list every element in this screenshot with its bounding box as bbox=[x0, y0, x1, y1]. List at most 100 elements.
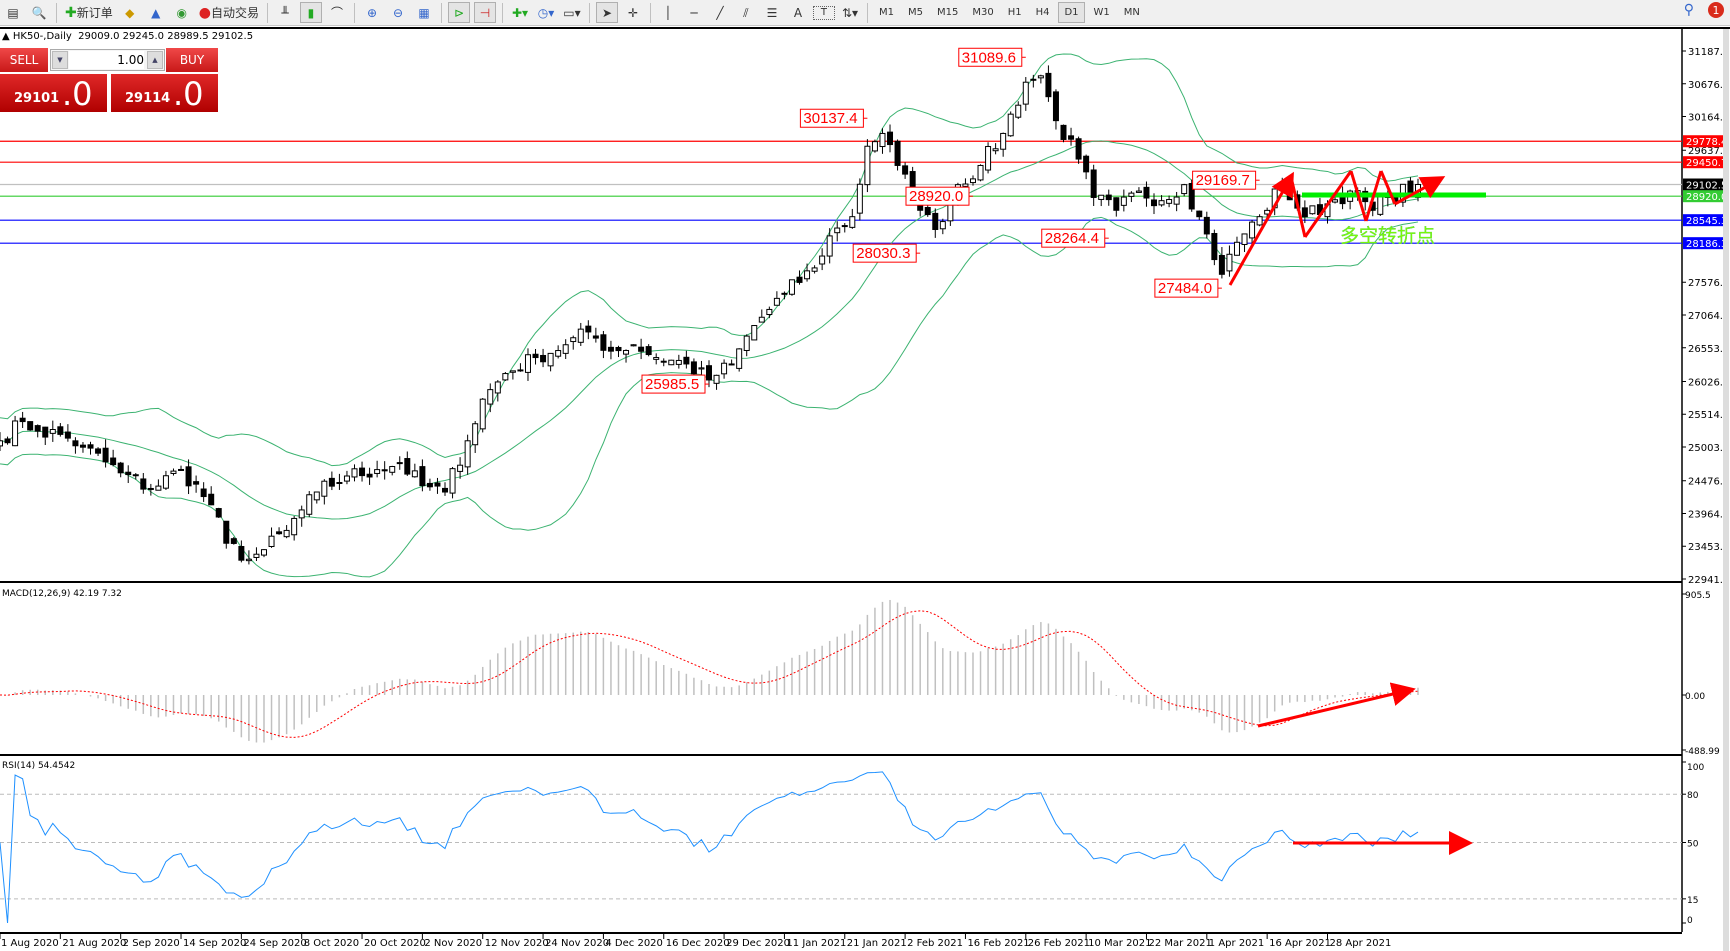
candle-body bbox=[1135, 190, 1142, 193]
cursor-icon[interactable]: ➤ bbox=[595, 2, 618, 23]
search-icon[interactable]: ⚲ bbox=[1683, 2, 1694, 18]
candle bbox=[42, 426, 49, 445]
candle bbox=[992, 143, 999, 155]
level-label-29102.5: 29102.5 bbox=[1686, 181, 1727, 192]
date-tick-label: 2 Nov 2020 bbox=[424, 938, 482, 949]
candle-body bbox=[1233, 241, 1240, 256]
text-tool-button[interactable]: A bbox=[793, 5, 803, 20]
timeframe-h1[interactable]: H1 bbox=[1007, 7, 1022, 18]
bid-price[interactable]: 29101 .0 bbox=[0, 74, 107, 112]
candle bbox=[291, 515, 298, 541]
equidistant-channel-icon[interactable]: ⫽ bbox=[743, 5, 749, 20]
indicators-icon[interactable]: ✚▾ bbox=[511, 5, 529, 20]
candle-body bbox=[479, 398, 486, 430]
candle bbox=[826, 228, 833, 264]
candle bbox=[404, 451, 411, 476]
candle-body bbox=[540, 354, 547, 363]
timeframe-m15[interactable]: M15 bbox=[936, 7, 959, 18]
candle bbox=[306, 491, 313, 518]
timeframe-w1[interactable]: W1 bbox=[1093, 7, 1110, 18]
candle bbox=[1256, 214, 1263, 227]
buy-button[interactable]: BUY bbox=[166, 48, 218, 72]
candle bbox=[1120, 189, 1127, 212]
lot-size-stepper[interactable]: ▼ ▲ bbox=[50, 49, 165, 71]
lot-increase-icon[interactable]: ▲ bbox=[147, 51, 163, 69]
tile-windows-icon[interactable]: ▦ bbox=[418, 5, 430, 20]
vertical-line-icon[interactable]: │ bbox=[664, 5, 672, 20]
arrows-icon[interactable]: ⇅▾ bbox=[841, 5, 859, 20]
candle bbox=[245, 550, 252, 565]
lot-decrease-icon[interactable]: ▼ bbox=[52, 51, 68, 69]
candle-body bbox=[343, 475, 350, 482]
sell-button[interactable]: SELL bbox=[0, 48, 48, 72]
trendline-icon[interactable]: ╱ bbox=[716, 5, 724, 20]
candle-body bbox=[321, 480, 328, 497]
ask-price[interactable]: 29114 .0 bbox=[111, 74, 218, 112]
candle bbox=[411, 463, 418, 478]
chart-shift-icon[interactable]: ⊣ bbox=[473, 2, 496, 23]
horizontal-line-icon[interactable]: ─ bbox=[690, 5, 698, 20]
candle-body bbox=[653, 357, 660, 360]
candle bbox=[660, 358, 667, 367]
candle-body bbox=[713, 374, 720, 384]
candle bbox=[592, 327, 599, 343]
candle-body bbox=[1241, 233, 1248, 245]
profiles-icon[interactable]: 🔍 bbox=[31, 5, 47, 20]
date-tick-label: 29 Dec 2020 bbox=[726, 938, 790, 949]
line-chart-icon[interactable]: ⌒ bbox=[330, 5, 343, 20]
candle bbox=[683, 350, 690, 369]
candle-body bbox=[577, 328, 584, 343]
metaeditor-icon[interactable]: ◆ bbox=[125, 5, 135, 20]
timeframe-bar: M1 M5 M15 M30 H1 H4 D1 W1 MN bbox=[872, 2, 1147, 23]
candlestick-icon[interactable]: ▮ bbox=[299, 2, 322, 23]
new-order-button[interactable]: ✚ 新订单 bbox=[63, 2, 115, 23]
candle bbox=[442, 482, 449, 496]
zoom-in-icon[interactable]: ⊕ bbox=[366, 5, 378, 20]
rsi-line bbox=[0, 771, 1419, 924]
candle bbox=[125, 465, 132, 484]
candle-body bbox=[87, 444, 94, 449]
templates-icon[interactable]: ▭▾ bbox=[563, 5, 581, 20]
candle-body bbox=[1083, 155, 1090, 173]
price-tick-label: 23453.0 bbox=[1688, 542, 1729, 553]
candle-body bbox=[1203, 216, 1210, 235]
new-chart-icon[interactable]: ▤ bbox=[7, 5, 19, 20]
candle bbox=[675, 354, 682, 369]
trend-arrow bbox=[1228, 171, 1294, 286]
candle bbox=[570, 335, 577, 350]
toolbar-divider bbox=[266, 2, 268, 23]
timeframe-m5[interactable]: M5 bbox=[907, 7, 923, 18]
candle bbox=[117, 461, 124, 478]
timeframe-mn[interactable]: MN bbox=[1123, 7, 1140, 18]
candle-body bbox=[64, 431, 71, 439]
candle-body bbox=[1052, 91, 1059, 122]
candle bbox=[1060, 124, 1067, 143]
timeframe-h4[interactable]: H4 bbox=[1035, 7, 1050, 18]
lot-size-input[interactable] bbox=[69, 51, 144, 69]
crosshair-icon[interactable]: ✛ bbox=[627, 5, 639, 20]
candle bbox=[1143, 181, 1150, 207]
candle-body bbox=[1151, 199, 1158, 207]
candle bbox=[969, 175, 976, 186]
signals-icon[interactable]: ◉ bbox=[176, 5, 187, 20]
date-tick-label: 8 Oct 2020 bbox=[304, 938, 359, 949]
candle bbox=[630, 344, 637, 347]
candle bbox=[1233, 236, 1240, 256]
candle-body bbox=[623, 349, 630, 355]
toolbar-right: ⚲ 1 bbox=[1684, 2, 1724, 18]
timeframe-m30[interactable]: M30 bbox=[972, 7, 994, 18]
notification-badge[interactable]: 1 bbox=[1708, 2, 1724, 18]
zoom-out-icon[interactable]: ⊖ bbox=[392, 5, 404, 20]
timeframe-d1[interactable]: D1 bbox=[1058, 2, 1085, 23]
fibonacci-icon[interactable]: ☰ bbox=[766, 5, 778, 20]
periods-icon[interactable]: ◷▾ bbox=[537, 5, 555, 20]
text-label-button[interactable]: T bbox=[812, 5, 835, 20]
autoscroll-icon[interactable]: ⊳ bbox=[447, 2, 470, 23]
auto-trading-button[interactable]: ● 自动交易 bbox=[197, 2, 261, 23]
timeframe-m1[interactable]: M1 bbox=[878, 7, 894, 18]
candle bbox=[1173, 191, 1180, 212]
navigator-icon[interactable]: ▲ bbox=[151, 5, 161, 20]
bar-chart-icon[interactable]: ╨ bbox=[281, 5, 289, 20]
candle-body bbox=[1211, 232, 1218, 261]
